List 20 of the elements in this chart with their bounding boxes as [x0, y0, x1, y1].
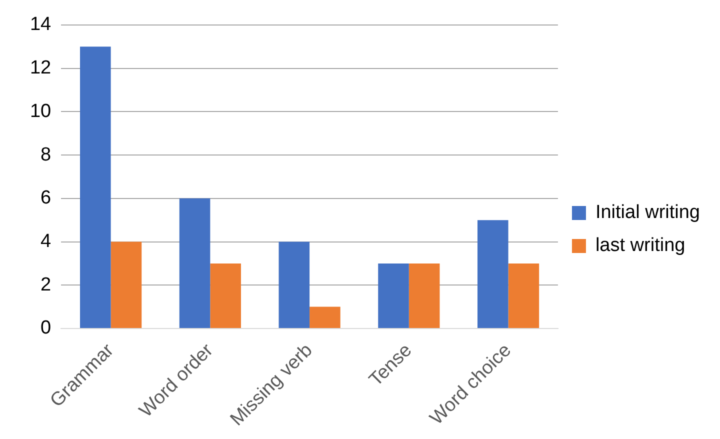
y-tick-label: 2 [40, 274, 52, 296]
legend-label: Initial writing [595, 202, 700, 224]
y-tick-label: 0 [40, 318, 52, 339]
bar [408, 263, 440, 328]
bar [278, 242, 310, 328]
y-tick-label: 4 [40, 231, 52, 252]
bar [310, 306, 340, 328]
bar [210, 263, 241, 328]
legend-label: last writing [595, 235, 686, 256]
bar [378, 263, 409, 328]
y-tick-label: 12 [30, 58, 52, 79]
y-tick-label: 14 [30, 14, 52, 36]
y-tick-label: 8 [40, 144, 52, 166]
y-tick-label: 6 [40, 188, 52, 209]
bar [80, 46, 111, 328]
bar [110, 242, 142, 328]
bar [477, 220, 508, 328]
bar [179, 198, 210, 328]
y-tick-label: 10 [30, 100, 52, 122]
bar [508, 263, 540, 328]
